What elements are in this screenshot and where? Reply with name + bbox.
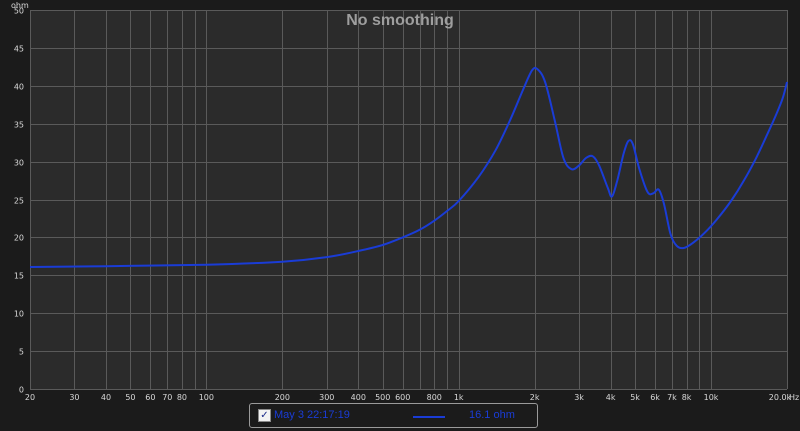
x-tick-label: 20 — [25, 393, 35, 402]
x-tick-label: 200 — [275, 393, 290, 402]
legend-cursor-value: 16.1 ohm — [469, 409, 515, 421]
y-tick-label: 20 — [14, 234, 24, 243]
series-visibility-checkbox[interactable]: ✓ — [258, 409, 271, 422]
y-tick-label: 40 — [14, 83, 24, 92]
x-tick-label: 600 — [395, 393, 410, 402]
legend-series-label: May 3 22:17:19 — [274, 409, 350, 421]
x-tick-label: 30 — [69, 393, 79, 402]
y-tick-label: 0 — [19, 386, 24, 395]
x-tick-label: 4k — [606, 393, 616, 402]
x-tick-label: 60 — [145, 393, 155, 402]
x-tick-label: 2k — [530, 393, 540, 402]
x-tick-label: 40 — [101, 393, 111, 402]
legend-line-swatch — [413, 416, 445, 418]
x-axis-unit-label: Hz — [789, 393, 799, 402]
x-tick-label: 50 — [125, 393, 135, 402]
y-tick-label: 35 — [14, 121, 24, 130]
y-tick-label: 30 — [14, 159, 24, 168]
x-tick-label: 8k — [682, 393, 692, 402]
y-axis-unit-label: ohm — [11, 1, 29, 10]
x-tick-label: 300 — [319, 393, 334, 402]
y-tick-label: 15 — [14, 272, 24, 281]
y-tick-label: 5 — [19, 348, 24, 357]
y-tick-label: 10 — [14, 310, 24, 319]
x-tick-label: 20.0k — [769, 393, 792, 402]
x-tick-label: 500 — [375, 393, 390, 402]
x-tick-label: 800 — [427, 393, 442, 402]
chart-title: No smoothing — [346, 12, 454, 29]
x-tick-label: 6k — [650, 393, 660, 402]
x-tick-label: 70 — [162, 393, 172, 402]
x-tick-label: 3k — [574, 393, 584, 402]
x-tick-label: 7k — [667, 393, 677, 402]
y-tick-label: 25 — [14, 197, 24, 206]
x-tick-label: 10k — [704, 393, 719, 402]
x-tick-label: 1k — [454, 393, 464, 402]
y-tick-label: 50 — [14, 7, 24, 16]
y-tick-label: 45 — [14, 45, 24, 54]
x-tick-label: 80 — [177, 393, 187, 402]
series-line — [29, 66, 788, 268]
legend-box: ✓ May 3 22:17:19 16.1 ohm — [249, 403, 538, 428]
x-tick-label: 5k — [630, 393, 640, 402]
plot-area — [30, 10, 787, 389]
x-tick-label: 400 — [351, 393, 366, 402]
x-tick-label: 100 — [199, 393, 214, 402]
